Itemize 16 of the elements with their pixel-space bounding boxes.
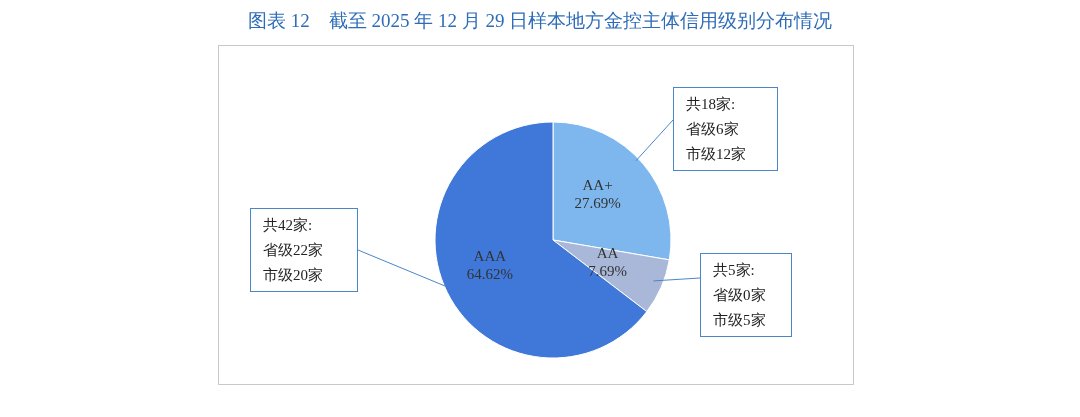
text: 市级20家 — [263, 266, 324, 285]
data-label: 7.69% — [588, 262, 627, 279]
data-label: 64.62% — [466, 265, 513, 282]
slice-label: AA — [596, 244, 619, 261]
text: 省级22家 — [263, 241, 324, 260]
text: 共5家: — [713, 261, 756, 280]
slice-label: AA+ — [582, 177, 613, 194]
chart-title: 图表 12 截至 2025 年 12 月 29 日样本地方金控主体信用级别分布情况 — [246, 9, 834, 33]
text: 共18家: — [686, 95, 737, 114]
text: 省级0家 — [713, 286, 767, 305]
data-label: 27.69% — [574, 195, 621, 212]
text: 共42家: — [263, 216, 314, 235]
slice-label: AAA — [473, 247, 507, 264]
text: 市级5家 — [713, 311, 767, 330]
text: 省级6家 — [686, 120, 740, 139]
text: 市级12家 — [686, 145, 747, 164]
